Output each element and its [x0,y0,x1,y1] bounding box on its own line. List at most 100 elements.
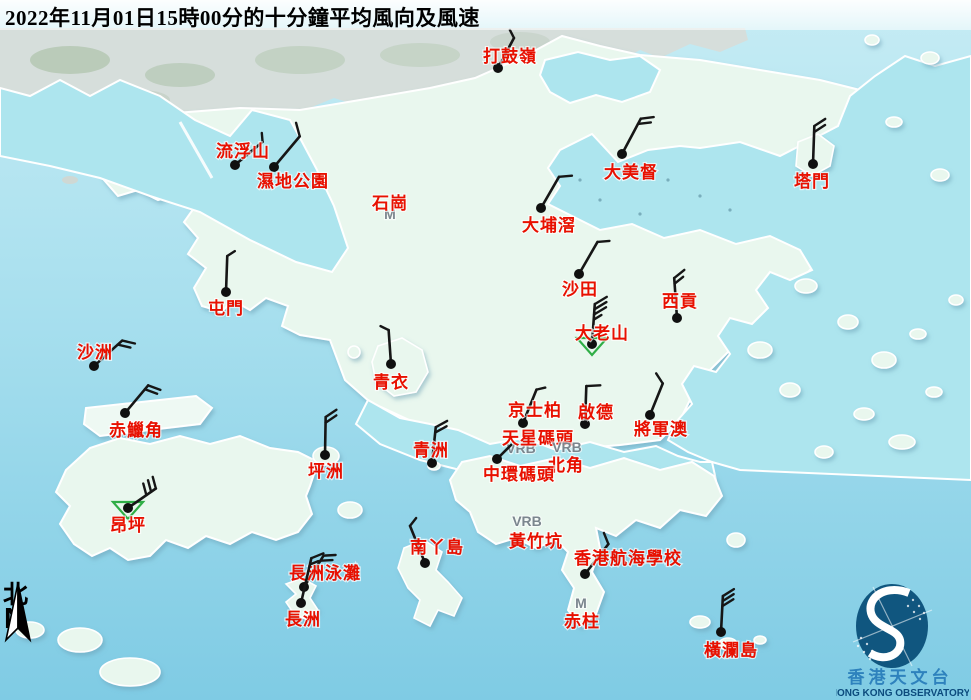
wind-barb-shaft [496,36,516,70]
station-dot [574,269,584,279]
station-note: VRB [512,513,542,529]
map-title: 2022年11月01日15時00分的十分鐘平均風向及風速 [5,6,480,30]
station-label: 天星碼頭 [502,429,574,449]
station-label: 將軍澳 [634,419,688,440]
hko-name-cn: 香港天文台 [848,667,953,688]
wind-barb-tick [655,372,664,385]
station-label: 石崗 [371,194,408,214]
station-dot [518,418,528,428]
station-label: 青衣 [373,372,409,393]
station-marker: 大老山 [574,295,629,357]
wind-barb-tick [151,475,158,490]
starling-inlet-water [538,50,662,105]
hko-name-en: HONG KONG OBSERVATORY [836,688,969,699]
hko-emblem-icon [852,584,933,668]
station-dot [269,162,279,172]
station-marker: M石崗 [370,193,408,223]
station-label: 青洲 [413,440,449,461]
wind-barb-shaft [590,302,597,346]
title-bar: 2022年11月01日15時00分的十分鐘平均風向及風速 [0,0,971,30]
tsing-yi-island [371,337,429,397]
station-label: 大埔滘 [522,215,576,236]
wind-barb-tick [813,117,827,128]
station-dot [221,287,231,297]
wind-barb-tick [535,386,547,391]
station-label: 啟德 [578,402,614,423]
wind-barb-tick [226,249,237,258]
east-waters [546,54,971,482]
station-marker: 赤鱲角 [108,384,163,442]
station-marker: 橫瀾島 [703,587,758,662]
wind-barb-tick [294,121,301,138]
station-label: 赤柱 [564,611,600,632]
station-label: 南丫島 [410,537,464,558]
station-dot [320,450,330,460]
wind-barb-tick [592,313,603,321]
station-label: 沙洲 [77,343,113,363]
station-dot [617,149,627,159]
station-dot [89,361,99,371]
station-marker: 坪洲 [307,408,344,483]
wind-barb-tick [308,559,320,566]
station-dot [120,408,130,418]
station-marker: VRB 黃竹坑 [507,512,563,553]
station-marker: 將軍澳 [633,372,688,441]
station-label: 塔門 [794,171,830,192]
wind-barb-tick [142,482,148,497]
station-dot [296,598,306,608]
station-dot [645,410,655,420]
station-dot [587,339,597,349]
deep-bay-water [0,78,350,274]
wind-barb-shaft [387,328,393,366]
airport-platform [82,394,214,438]
station-label: 大老山 [575,323,629,344]
station-marker: 長洲 [284,552,325,631]
wind-barb-tick [324,408,338,419]
lantau-land [54,394,320,562]
wind-barb-tick [508,28,516,40]
tap-mun-island [795,133,835,177]
wind-barb-tick [585,384,602,388]
wind-barb-tick [636,121,653,126]
station-marker: 青衣 [372,324,409,394]
station-marker: 昂坪 [109,475,158,537]
station-marker: 香港航海學校 [573,531,682,579]
station-dot [580,569,590,579]
station-marker: 濕地公園 [256,121,329,193]
wind-barb-tick [639,115,655,120]
station-label: 橫瀾島 [704,640,758,661]
wind-barb-tick [434,419,449,429]
wind-barb-tick [146,384,162,392]
wind-barb-tick [592,306,608,316]
station-label: 流浮山 [216,141,270,162]
station-label: 中環碼頭 [483,464,555,485]
wind-barb-shaft [299,556,313,605]
compass: 北 N [3,582,39,643]
station-label: 香港航海學校 [574,548,682,569]
wind-barb-tick [143,388,159,395]
station-marker: M赤柱 [563,594,600,633]
wind-barb-tick [319,558,334,562]
station-dot [492,454,502,464]
station-marker: 中環碼頭 [482,443,555,486]
wind-barb-tick [379,324,390,332]
station-marker: 打鼓嶺 [482,28,537,73]
wind-barb-tick [146,479,153,494]
station-note: M [384,206,396,222]
station-note: VRB [552,439,582,455]
wind-barb-tick [721,598,735,608]
station-label: 濕地公園 [257,171,329,192]
wind-barb-shaft [272,135,302,169]
shenzhen-bay-bridge [178,121,214,179]
wind-barb-shaft [648,382,665,417]
wind-barb-tick [593,295,608,306]
wind-barb-tick [721,592,735,603]
station-marker: 長洲泳灘 [288,553,361,592]
station-label: 長洲 [285,610,321,630]
station-marker: 西貢 [661,268,698,323]
station-note: M [575,595,587,611]
fish-raft-speckles [578,178,732,216]
station-dot [420,558,430,568]
